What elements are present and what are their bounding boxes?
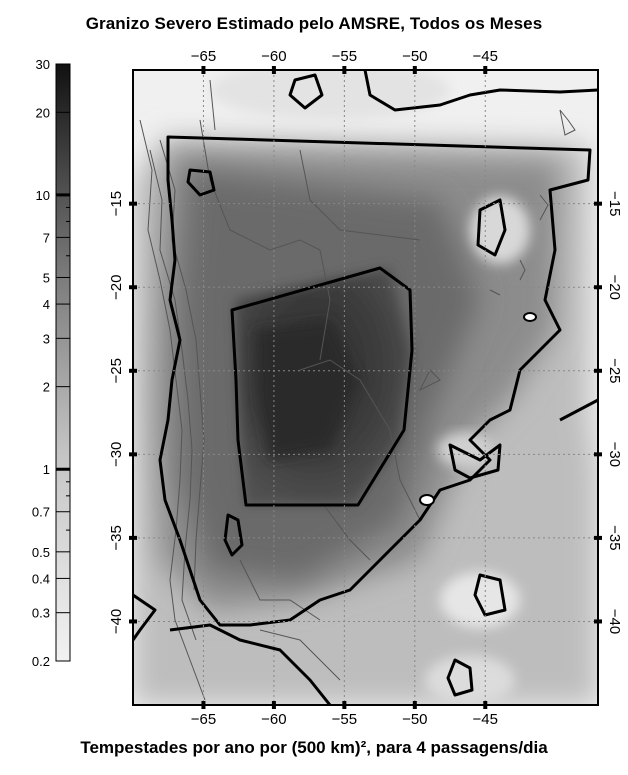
lon-tick-label-top: −65 — [191, 48, 216, 65]
lat-tick-label-left: −15 — [108, 191, 125, 216]
colorbar-tick-label: 30 — [36, 57, 50, 72]
contour-s-blob — [473, 573, 507, 617]
hail-density-field — [133, 70, 598, 705]
lat-tick-label-right: −40 — [606, 609, 623, 634]
contour-sw-coast — [133, 593, 157, 641]
lon-tick-label-top: −60 — [261, 48, 286, 65]
lat-tick-label-right: −25 — [606, 358, 623, 383]
colorbar-tick-label: 3 — [43, 331, 50, 346]
colorbar-tick-label: 0.2 — [32, 654, 50, 669]
lat-tick-label-right: −30 — [606, 442, 623, 467]
figure-title: Granizo Severo Estimado pelo AMSRE, Todo… — [85, 14, 543, 33]
contour-north-line — [363, 70, 598, 112]
lon-tick-label-top: −45 — [473, 48, 498, 65]
lon-axis-top: −65 −60 −55 −50 −45 — [191, 48, 498, 65]
lon-tick-label-bottom: −55 — [332, 711, 357, 728]
colorbar-tick-label: 7 — [43, 230, 50, 245]
frame-ticks — [129, 66, 602, 709]
lon-tick-label-top: −55 — [332, 48, 357, 65]
lat-axis-right: −15 −20 −25 −30 −35 −40 — [606, 191, 623, 634]
colorbar-tick-label: 1 — [43, 462, 50, 477]
colorbar-gradient — [55, 63, 71, 662]
contour-outer — [158, 135, 592, 627]
contour-east-loop — [448, 443, 502, 480]
lat-tick-label-left: −35 — [108, 525, 125, 550]
lat-axis-left: −15 −20 −25 −30 −35 −40 — [108, 191, 125, 634]
lat-tick-label-right: −15 — [606, 191, 623, 216]
lat-tick-label-left: −40 — [108, 609, 125, 634]
contour-inner — [230, 266, 414, 507]
colorbar-tick-label: 10 — [36, 188, 50, 203]
contour-bottom-blob — [446, 658, 474, 697]
lon-tick-label-bottom: −50 — [402, 711, 427, 728]
map-frame — [132, 69, 599, 706]
colorbar-tick-label: 0.5 — [32, 545, 50, 560]
contour-north-blob — [288, 73, 324, 110]
lon-tick-label-bottom: −60 — [261, 711, 286, 728]
lon-tick-label-bottom: −45 — [473, 711, 498, 728]
contour-e-blob — [476, 198, 507, 257]
colorbar-tick-label: 20 — [36, 105, 50, 120]
colorbar-tick-label: 5 — [43, 270, 50, 285]
lat-tick-label-right: −20 — [606, 275, 623, 300]
contour-small-holes — [419, 312, 537, 506]
lon-tick-label-bottom: −65 — [191, 711, 216, 728]
map-panel: −65 −60 −55 −50 −45 −65 −60 −55 −50 −45 −15 −20 −2… — [108, 48, 623, 728]
contour-sw-blob — [223, 513, 244, 557]
lat-tick-label-left: −30 — [108, 442, 125, 467]
contour-nw-blob — [186, 168, 216, 197]
figure-caption: Tempestades por ano por (500 km)², para … — [80, 738, 548, 757]
lat-tick-label-right: −35 — [606, 525, 623, 550]
lat-tick-label-left: −20 — [108, 275, 125, 300]
colorbar-tick-label: 4 — [43, 297, 50, 312]
colorbar: 30 20 10 7 5 4 3 2 1 0.7 0.5 0.4 0.3 0.2 — [32, 57, 71, 669]
lon-axis-bottom: −65 −60 −55 −50 −45 — [191, 711, 498, 728]
colorbar-ticks: 30 20 10 7 5 4 3 2 1 0.7 0.5 0.4 0.3 0.2 — [32, 57, 70, 669]
colorbar-tick-label: 0.7 — [32, 505, 50, 520]
contour-lines — [133, 70, 598, 705]
gridlines — [133, 70, 598, 705]
contour-se-line — [559, 398, 598, 422]
lat-tick-label-left: −25 — [108, 358, 125, 383]
lon-tick-label-top: −50 — [402, 48, 427, 65]
colorbar-tick-label: 0.4 — [32, 571, 50, 586]
colorbar-tick-label: 0.3 — [32, 606, 50, 621]
colorbar-tick-label: 2 — [43, 380, 50, 395]
coastline-lines — [139, 79, 576, 701]
